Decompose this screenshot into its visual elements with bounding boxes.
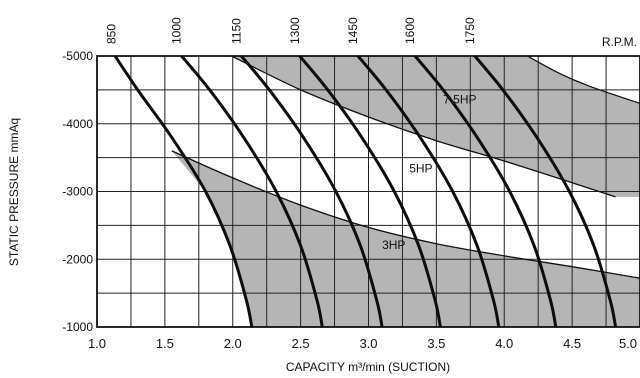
rpm-curves bbox=[113, 56, 618, 327]
x-tick-label: 3.0 bbox=[359, 336, 377, 351]
rpm-tick-labels: 850 1000 1150 1300 1450 1600 1750 bbox=[105, 17, 477, 44]
x-tick-label: 4.0 bbox=[495, 336, 513, 351]
y-tick-label: -4000 bbox=[62, 117, 93, 131]
power-curve-7-5hp bbox=[528, 56, 640, 105]
grid-lines bbox=[96, 55, 640, 328]
y-axis-title: STATIC PRESSURE mmAq bbox=[7, 118, 21, 266]
shade-region-3hp bbox=[171, 150, 640, 327]
y-tick-label: -5000 bbox=[62, 49, 93, 63]
power-curve-5hp bbox=[232, 56, 616, 198]
x-tick-label: 1.5 bbox=[156, 336, 174, 351]
y-tick-label: -3000 bbox=[62, 185, 93, 199]
x-tick-label: 3.5 bbox=[427, 336, 445, 351]
x-tick-label: 2.0 bbox=[224, 336, 242, 351]
operating-region-shading bbox=[171, 56, 640, 327]
x-tick-label: 5.0 bbox=[619, 336, 637, 351]
plot-border bbox=[96, 55, 640, 328]
plot-frame bbox=[96, 55, 640, 328]
rpm-label-1450: 1450 bbox=[346, 17, 360, 44]
rpm-curve-1000 bbox=[179, 56, 324, 327]
rpm-label-1150: 1150 bbox=[229, 18, 243, 44]
rpm-axis-label: R.P.M. bbox=[602, 35, 637, 49]
x-tick-labels: 1.0 1.5 2.0 2.5 3.0 3.5 4.0 4.5 5.0 bbox=[88, 336, 637, 351]
x-tick-label: 2.5 bbox=[292, 336, 310, 351]
power-labels: 3HP 5HP 7.5HP bbox=[382, 92, 476, 252]
rpm-label-1000: 1000 bbox=[170, 17, 184, 44]
rpm-curve-1750 bbox=[472, 56, 618, 327]
power-label-7-5hp: 7.5HP bbox=[443, 92, 476, 106]
rpm-label-1750: 1750 bbox=[463, 17, 477, 44]
power-curves bbox=[171, 56, 640, 279]
rpm-curve-1600 bbox=[413, 56, 558, 327]
rpm-curve-850 bbox=[113, 56, 254, 327]
y-tick-label: -1000 bbox=[62, 320, 93, 334]
y-tick-labels: -5000 -4000 -3000 -2000 -1000 bbox=[62, 49, 93, 334]
power-label-5hp: 5HP bbox=[409, 162, 432, 176]
rpm-curve-1300 bbox=[297, 56, 442, 327]
x-tick-label: 4.5 bbox=[563, 336, 581, 351]
shade-region-5hp bbox=[205, 56, 640, 197]
y-tick-label: -2000 bbox=[62, 252, 93, 266]
rpm-label-1600: 1600 bbox=[403, 17, 417, 44]
rpm-curve-1150 bbox=[239, 56, 384, 327]
rpm-curve-1450 bbox=[356, 56, 501, 327]
rpm-label-850: 850 bbox=[105, 24, 119, 44]
rpm-label-1300: 1300 bbox=[288, 17, 302, 44]
x-axis-title: CAPACITY m³/min (SUCTION) bbox=[286, 360, 450, 374]
power-label-3hp: 3HP bbox=[382, 238, 405, 252]
power-curve-3hp bbox=[171, 150, 640, 279]
x-tick-label: 1.0 bbox=[88, 336, 106, 351]
